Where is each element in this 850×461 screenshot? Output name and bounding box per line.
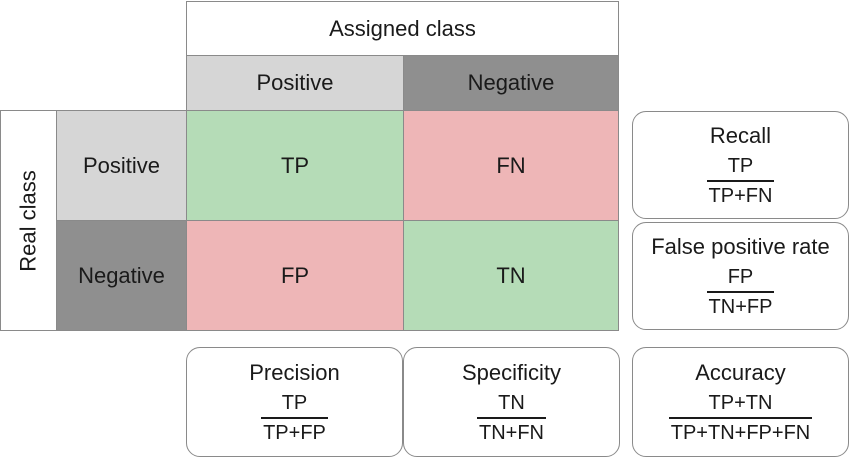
column-header-negative: Negative: [403, 55, 619, 111]
cell-false-negative: FN: [403, 110, 619, 221]
column-positive-label: Positive: [256, 70, 334, 95]
row-negative-label: Negative: [78, 262, 165, 288]
assigned-class-header: Assigned class: [186, 1, 619, 56]
tp-label: TP: [280, 152, 310, 178]
column-negative-label: Negative: [467, 70, 555, 95]
assigned-class-label: Assigned class: [329, 15, 476, 41]
row-positive-label: Positive: [82, 152, 161, 178]
cell-true-positive: TP: [186, 110, 404, 221]
cell-false-positive: FP: [186, 220, 404, 331]
precision-numerator: TP: [281, 392, 308, 414]
recall-box: Recall TP TP+FN: [632, 111, 849, 219]
specificity-denominator: TN+FN: [477, 417, 546, 444]
fpr-numerator: FP: [727, 266, 754, 288]
accuracy-numerator: TP+TN: [708, 392, 773, 414]
specificity-name: Specificity: [461, 360, 562, 385]
recall-numerator: TP: [727, 155, 754, 177]
accuracy-denominator: TP+TN+FP+FN: [668, 417, 813, 444]
fp-label: FP: [280, 262, 310, 288]
cell-true-negative: TN: [403, 220, 619, 331]
row-header-negative: Negative: [56, 220, 187, 331]
recall-formula: TP TP+FN: [706, 155, 775, 207]
false-positive-rate-box: False positive rate FP TN+FP: [632, 222, 849, 330]
specificity-formula: TN TN+FN: [477, 392, 546, 444]
accuracy-box: Accuracy TP+TN TP+TN+FP+FN: [632, 347, 849, 457]
fpr-denominator: TN+FP: [706, 291, 775, 318]
precision-denominator: TP+FP: [261, 417, 328, 444]
accuracy-name: Accuracy: [695, 360, 786, 385]
fpr-name: False positive rate: [651, 234, 830, 259]
specificity-numerator: TN: [498, 392, 525, 414]
tn-label: TN: [496, 262, 526, 288]
precision-formula: TP TP+FP: [261, 392, 328, 444]
precision-box: Precision TP TP+FP: [186, 347, 403, 457]
accuracy-formula: TP+TN TP+TN+FP+FN: [668, 392, 813, 444]
specificity-box: Specificity TN TN+FN: [403, 347, 620, 457]
row-header-positive: Positive: [56, 110, 187, 221]
recall-name: Recall: [709, 123, 772, 148]
precision-name: Precision: [249, 360, 340, 385]
recall-denominator: TP+FN: [706, 180, 775, 207]
fn-label: FN: [496, 152, 526, 178]
real-class-header: Real class: [0, 110, 57, 331]
column-header-positive: Positive: [186, 55, 404, 111]
real-class-label: Real class: [15, 169, 41, 272]
fpr-formula: FP TN+FP: [706, 266, 775, 318]
